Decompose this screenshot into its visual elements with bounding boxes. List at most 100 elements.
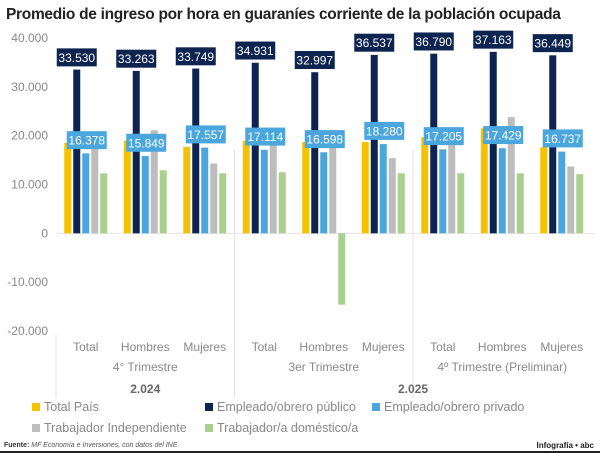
bar-1-2 [123,140,131,234]
bar-2-6 [370,54,378,234]
bar-5-2 [159,170,167,234]
data-label: 17.429 [485,129,522,143]
data-label: 17.557 [187,128,224,142]
bar-1-9 [540,147,548,234]
bar-4-5 [329,142,337,234]
bar-2-3 [192,68,200,234]
bar-5-7 [457,173,465,234]
data-label: 36.790 [415,35,452,49]
bar-4-3 [210,163,218,234]
data-label: 15.849 [128,136,165,150]
data-label: 36.537 [356,36,393,50]
bar-1-5 [302,142,310,234]
data-label: 34.931 [237,44,274,58]
bar-3-1 [82,153,90,234]
data-label: 32.997 [296,53,333,67]
data-label: 18.280 [366,124,403,138]
bottom-bar [0,451,600,453]
bar-3-4 [260,149,268,234]
y-tick-label: 40.000 [11,31,48,45]
y-tick-label: 10.000 [11,178,48,192]
bar-4-1 [91,145,99,234]
bar-3-6 [379,144,387,234]
data-label-box [185,125,226,144]
chart-title: Promedio de ingreso por hora en guaraníe… [6,6,561,23]
source-text: MF Economía e Inversiones, con datos del… [31,442,180,449]
bar-3-3 [201,147,209,234]
period-label: 4º Trimestre (Preliminar) [437,360,567,374]
bar-3-5 [320,152,328,234]
bar-4-6 [388,158,396,234]
year-label: 2.024 [130,382,160,396]
data-label-box [56,48,97,67]
bar-1-8 [480,128,488,234]
y-tick-label: 20.000 [11,129,48,143]
category-label: Total [252,340,277,354]
y-tick-label: -10.000 [7,275,48,289]
bar-2-2 [132,70,140,234]
y-tick-label: 30.000 [11,80,48,94]
bar-5-5 [338,233,346,305]
data-label: 33.530 [58,51,95,65]
brand-credit: Infografía • abc [536,441,594,450]
data-label-box [542,129,583,148]
bar-5-9 [576,174,584,234]
data-label-box [175,47,216,66]
legend-swatch [372,403,380,411]
data-label-box [245,127,286,146]
bar-5-1 [100,173,108,234]
data-label: 17.114 [247,130,283,144]
period-label: 4° Trimestre [113,360,178,374]
data-label-box [354,33,395,52]
data-label: 33.749 [177,50,214,64]
data-label-box [532,34,573,53]
data-label-box [66,131,107,150]
data-label-box [235,41,276,60]
bar-2-1 [73,69,81,234]
data-label: 36.449 [534,37,571,51]
data-label: 16.378 [68,134,105,148]
category-label: Hombres [299,340,348,354]
bar-4-4 [269,145,277,234]
bar-3-9 [558,151,566,234]
data-label-box [116,49,157,68]
data-label: 37.163 [475,33,512,47]
legend-swatch [32,403,40,411]
year-label: 2.025 [398,382,428,396]
bar-1-4 [242,141,250,234]
bar-1-1 [64,142,72,234]
bar-3-2 [141,155,149,234]
category-label: Mujeres [183,340,226,354]
data-label-box [294,50,335,69]
data-label-box [364,121,405,140]
bar-2-5 [311,72,319,234]
legend-label: Total País [44,400,99,414]
bar-5-8 [516,173,524,234]
bar-2-4 [251,62,259,234]
data-label: 16.598 [306,133,343,147]
legend-swatch [205,403,213,411]
category-label: Hombres [478,340,527,354]
bar-1-7 [421,137,429,234]
bar-3-7 [439,149,447,234]
legend-label: Empleado/obrero público [217,400,356,414]
category-label: Total [430,340,455,354]
bar-5-4 [278,172,286,234]
bar-4-8 [507,117,515,234]
data-label-box [483,126,524,145]
data-label: 16.737 [544,132,581,146]
data-label-box [473,30,514,49]
source-note: Fuente: MF Economía e Inversiones, con d… [4,442,179,449]
bar-1-3 [183,146,191,234]
legend-label: Trabajador/a doméstico/a [217,421,358,435]
source-label: Fuente: [4,442,30,449]
category-label: Total [73,340,98,354]
bar-4-2 [150,130,158,234]
legend-swatch [205,424,213,432]
data-label: 33.263 [118,52,155,66]
data-label-box [126,133,167,152]
bar-5-3 [219,173,227,234]
legend-label: Trabajador Independiente [44,421,187,435]
category-label: Mujeres [540,340,583,354]
